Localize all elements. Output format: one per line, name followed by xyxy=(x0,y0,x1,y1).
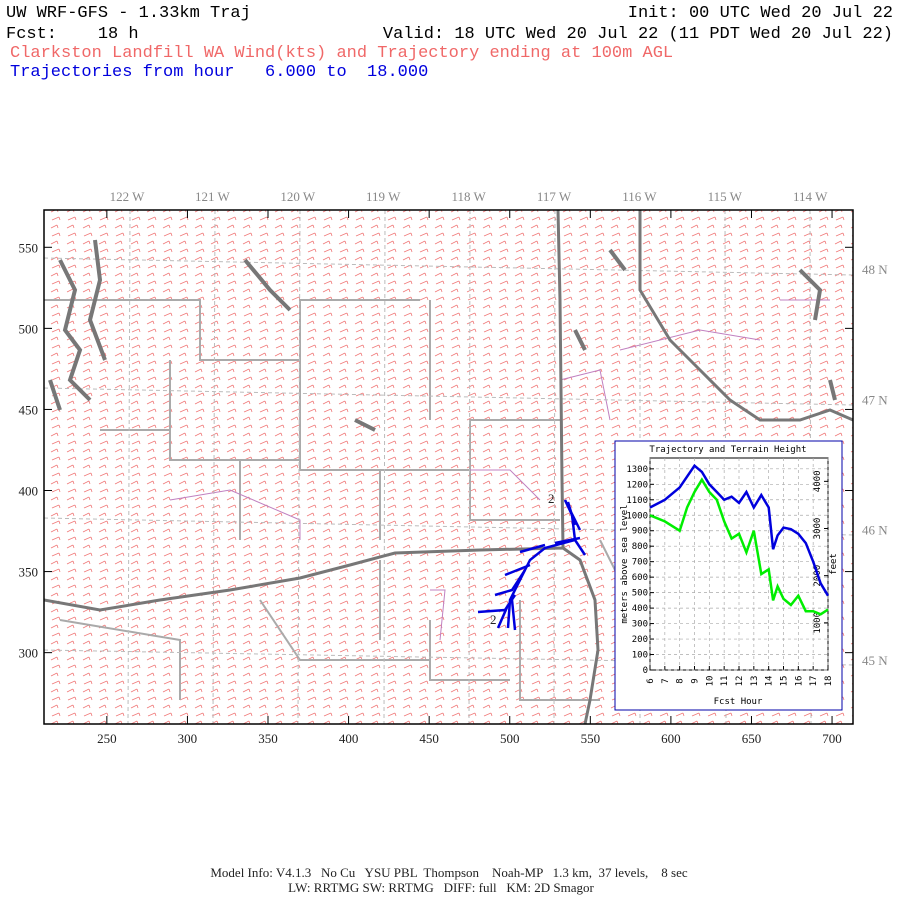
y-tick-label: 300 xyxy=(19,646,39,661)
state-borders xyxy=(44,210,853,724)
y-tick-label: 400 xyxy=(19,484,39,499)
y-tick-label: 450 xyxy=(19,402,39,417)
latitude-label: 48 N xyxy=(862,262,888,277)
roads xyxy=(169,299,830,641)
map-axes: 250 300 350 400 450 500 550 600 650 700 300 350 400 4… xyxy=(19,189,889,746)
x-tick-label: 13 xyxy=(750,676,760,687)
coastline xyxy=(48,239,837,432)
latitude-label: 47 N xyxy=(862,392,888,407)
x-tick-label: 18 xyxy=(824,676,834,687)
y-tick-label: 1300 xyxy=(626,465,648,475)
longitude-label: 120 W xyxy=(280,189,316,204)
y-tick-label: 0 xyxy=(643,666,648,676)
y2-tick-label: 1000 xyxy=(813,612,823,634)
longitude-label: 122 W xyxy=(110,189,146,204)
y-tick-label: 350 xyxy=(19,565,39,580)
valid-time: Valid: 18 UTC Wed 20 Jul 22 (11 PDT Wed … xyxy=(383,25,893,44)
latitude-label: 46 N xyxy=(862,523,888,538)
model-physics: LW: RRTMG SW: RRTMG DIFF: full KM: 2D Sm… xyxy=(288,880,594,895)
x-tick-label: 500 xyxy=(500,731,520,746)
init-time: Init: 00 UTC Wed 20 Jul 22 xyxy=(628,4,893,23)
x-tick-label: 550 xyxy=(581,731,601,746)
x-tick-label: 11 xyxy=(720,676,730,687)
x-tick-label: 250 xyxy=(97,731,117,746)
x-tick-label: 12 xyxy=(735,676,745,687)
model-info: Model Info: V4.1.3 No Cu YSU PBL Thompso… xyxy=(210,865,687,880)
x-tick-label: 650 xyxy=(742,731,762,746)
x-tick-label: 700 xyxy=(822,731,842,746)
x-tick-label: 300 xyxy=(178,731,198,746)
x-tick-label: 9 xyxy=(691,678,701,683)
longitude-label: 119 W xyxy=(366,189,401,204)
series-line xyxy=(649,477,829,616)
y-tick-label: 1200 xyxy=(626,480,648,490)
trajectory-label: 2 xyxy=(548,491,555,506)
y-tick-label: 500 xyxy=(19,321,39,336)
y-tick-label: 500 xyxy=(632,589,648,599)
longitude-label: 115 W xyxy=(708,189,743,204)
y-axis-label: meters above sea level xyxy=(620,504,630,623)
x-tick-label: 10 xyxy=(705,676,715,687)
inset-title: Trajectory and Terrain Height xyxy=(649,445,806,455)
map-frame xyxy=(43,209,854,725)
y-tick-label: 400 xyxy=(632,604,648,614)
x-tick-label: 400 xyxy=(339,731,359,746)
trajectories xyxy=(477,499,587,631)
x-tick-label: 450 xyxy=(419,731,439,746)
longitude-label: 116 W xyxy=(622,189,657,204)
geography xyxy=(44,210,853,724)
x-tick-label: 16 xyxy=(794,676,804,687)
x-axis-label: Fcst Hour xyxy=(714,697,763,707)
inset-chart: Trajectory and Terrain Height Fcst Hour … xyxy=(614,440,843,711)
trajectory-range: Trajectories from hour 6.000 to 18.000 xyxy=(10,63,428,82)
y-tick-label: 1000 xyxy=(626,511,648,521)
longitude-label: 121 W xyxy=(195,189,231,204)
x-tick-label: 350 xyxy=(258,731,278,746)
y-tick-label: 300 xyxy=(632,620,648,630)
series-line xyxy=(649,463,830,597)
y2-axis-label: feet xyxy=(829,553,839,575)
forecast-hour: Fcst: 18 h xyxy=(6,25,139,44)
subtitle: Clarkston Landfill WA Wind(kts) and Traj… xyxy=(10,44,673,63)
y-tick-label: 100 xyxy=(632,651,648,661)
longitude-label: 117 W xyxy=(537,189,572,204)
latitude-label: 45 N xyxy=(862,653,888,668)
trajectory-label: 2 xyxy=(490,612,497,627)
longitude-label: 114 W xyxy=(793,189,828,204)
x-tick-label: 7 xyxy=(661,678,671,683)
y2-tick-label: 3000 xyxy=(813,518,823,540)
longitude-label: 118 W xyxy=(451,189,486,204)
y-tick-label: 550 xyxy=(19,240,39,255)
y-tick-label: 1100 xyxy=(626,496,648,506)
y-tick-label: 600 xyxy=(632,573,648,583)
y-tick-label: 200 xyxy=(632,635,648,645)
x-tick-label: 600 xyxy=(661,731,681,746)
title: UW WRF-GFS - 1.33km Traj xyxy=(6,4,251,23)
x-tick-label: 6 xyxy=(646,678,656,683)
x-tick-label: 17 xyxy=(809,676,819,687)
y-tick-label: 800 xyxy=(632,542,648,552)
x-tick-label: 8 xyxy=(676,678,686,683)
y2-tick-label: 4000 xyxy=(813,471,823,493)
y-tick-label: 700 xyxy=(632,558,648,568)
x-tick-label: 15 xyxy=(780,676,790,687)
x-tick-label: 14 xyxy=(765,676,775,687)
y-tick-label: 900 xyxy=(632,527,648,537)
